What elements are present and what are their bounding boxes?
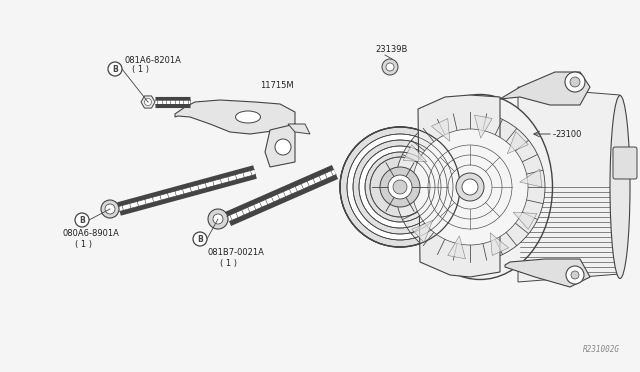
- Circle shape: [412, 129, 528, 245]
- Circle shape: [108, 62, 122, 76]
- Circle shape: [275, 139, 291, 155]
- Ellipse shape: [610, 96, 630, 279]
- Circle shape: [382, 59, 398, 75]
- Circle shape: [347, 134, 453, 240]
- Circle shape: [462, 179, 478, 195]
- Circle shape: [208, 209, 228, 229]
- Polygon shape: [448, 236, 465, 259]
- Circle shape: [565, 72, 585, 92]
- Text: B: B: [79, 215, 85, 224]
- Circle shape: [395, 112, 545, 262]
- Polygon shape: [508, 132, 528, 154]
- Text: ( 1 ): ( 1 ): [132, 65, 149, 74]
- Polygon shape: [412, 220, 433, 243]
- Circle shape: [75, 213, 89, 227]
- Polygon shape: [288, 124, 310, 134]
- Ellipse shape: [236, 111, 260, 123]
- Circle shape: [193, 232, 207, 246]
- Circle shape: [388, 175, 412, 199]
- Circle shape: [359, 146, 441, 228]
- Text: R231002G: R231002G: [583, 345, 620, 354]
- Circle shape: [353, 140, 447, 234]
- Text: B: B: [112, 64, 118, 74]
- Polygon shape: [175, 100, 295, 134]
- Text: 23139B: 23139B: [375, 45, 408, 54]
- Circle shape: [101, 200, 119, 218]
- Circle shape: [393, 180, 407, 194]
- Text: 081B7-0021A: 081B7-0021A: [208, 248, 265, 257]
- Circle shape: [380, 167, 420, 207]
- Polygon shape: [518, 87, 620, 282]
- Polygon shape: [141, 96, 155, 108]
- Polygon shape: [431, 119, 450, 141]
- Text: 23100: 23100: [555, 129, 581, 138]
- Circle shape: [571, 271, 579, 279]
- Circle shape: [566, 266, 584, 284]
- Polygon shape: [520, 169, 542, 187]
- Polygon shape: [474, 115, 492, 138]
- Polygon shape: [513, 212, 537, 229]
- Circle shape: [341, 128, 459, 246]
- Polygon shape: [403, 145, 427, 162]
- Text: 081A6-8201A: 081A6-8201A: [124, 56, 181, 65]
- Circle shape: [213, 214, 223, 224]
- Circle shape: [365, 152, 435, 222]
- Text: ( 1 ): ( 1 ): [220, 259, 237, 268]
- Polygon shape: [398, 187, 420, 205]
- Polygon shape: [118, 170, 255, 211]
- Text: 080A6-8901A: 080A6-8901A: [62, 229, 119, 238]
- Polygon shape: [490, 233, 509, 256]
- Polygon shape: [418, 95, 500, 277]
- FancyBboxPatch shape: [613, 147, 637, 179]
- Circle shape: [340, 127, 460, 247]
- Text: ( 1 ): ( 1 ): [75, 240, 92, 249]
- Circle shape: [386, 63, 394, 71]
- Polygon shape: [265, 124, 295, 167]
- Polygon shape: [155, 100, 190, 104]
- Circle shape: [145, 99, 152, 106]
- Text: B: B: [197, 234, 203, 244]
- Polygon shape: [500, 72, 590, 105]
- Circle shape: [570, 77, 580, 87]
- Text: 11715M: 11715M: [260, 81, 294, 90]
- Polygon shape: [227, 170, 336, 221]
- Circle shape: [456, 173, 484, 201]
- Ellipse shape: [408, 94, 552, 279]
- Circle shape: [105, 204, 115, 214]
- Polygon shape: [505, 259, 590, 287]
